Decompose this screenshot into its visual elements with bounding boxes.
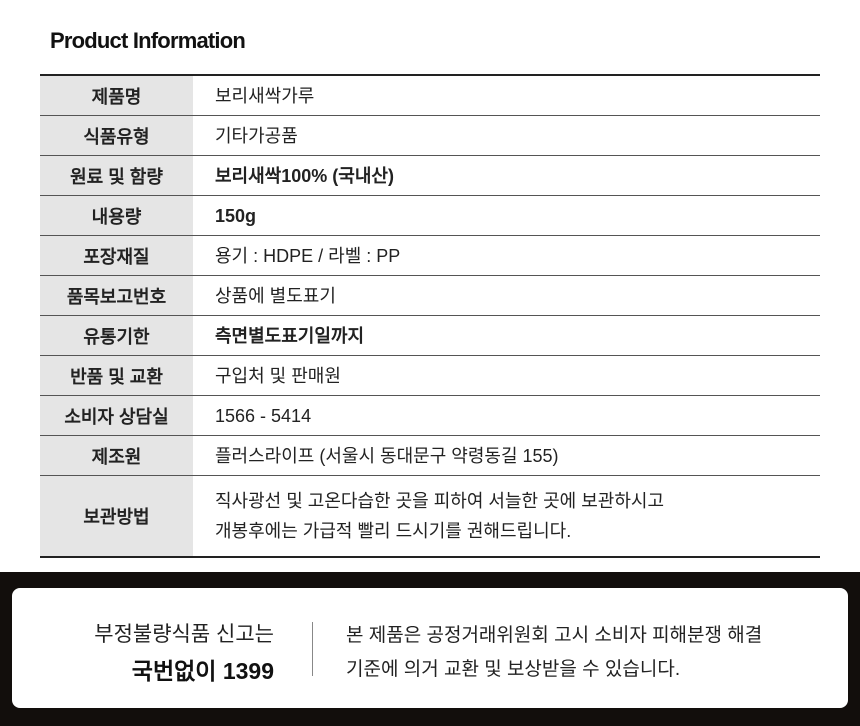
- row-label: 제조원: [40, 435, 193, 476]
- row-value: 용기 : HDPE / 라벨 : PP: [193, 235, 820, 276]
- row-value: 기타가공품: [193, 115, 820, 156]
- row-value-text: 플러스라이프 (서울시 동대문구 약령동길 155): [215, 445, 559, 466]
- row-value-text: 구입처 및 판매원: [215, 365, 341, 386]
- row-value: 보리새싹가루: [193, 75, 820, 116]
- row-value-text: 보리새싹가루: [215, 85, 315, 106]
- table-row: 유통기한 측면별도표기일까지: [40, 315, 820, 356]
- table-row: 제품명 보리새싹가루: [40, 75, 820, 116]
- report-hotline: 국번없이 1399: [131, 658, 274, 684]
- row-value-text-2: 개봉후에는 가급적 빨리 드시기를 권해드립니다.: [215, 521, 572, 541]
- row-label: 소비자 상담실: [40, 395, 193, 436]
- table-row: 원료 및 함량 보리새싹100% (국내산): [40, 155, 820, 196]
- page-title: Product Information: [50, 28, 246, 53]
- row-value: 상품에 별도표기: [193, 275, 820, 316]
- report-line1: 부정불량식품 신고는: [94, 623, 274, 646]
- table-row: 반품 및 교환 구입처 및 판매원: [40, 355, 820, 396]
- row-value: 1566 - 5414: [193, 395, 820, 436]
- row-value-text: 직사광선 및 고온다습한 곳을 피하여 서늘한 곳에 보관하시고: [215, 491, 665, 511]
- row-value-text: 측면별도표기일까지: [215, 325, 365, 346]
- row-label: 제품명: [40, 75, 193, 116]
- row-label: 식품유형: [40, 115, 193, 156]
- row-label: 포장재질: [40, 235, 193, 276]
- row-label: 유통기한: [40, 315, 193, 356]
- footer-banner: 부정불량식품 신고는 국번없이 1399 본 제품은 공정거래위원회 고시 소비…: [0, 572, 860, 726]
- notice-box: 부정불량식품 신고는 국번없이 1399 본 제품은 공정거래위원회 고시 소비…: [12, 588, 848, 708]
- row-value-text: 보리새싹100% (국내산): [215, 165, 394, 186]
- row-value-text: 기타가공품: [215, 125, 298, 146]
- row-label: 원료 및 함량: [40, 155, 193, 196]
- table-row: 내용량 150g: [40, 195, 820, 236]
- row-value-text: 용기 : HDPE / 라벨 : PP: [215, 245, 401, 266]
- table-row: 품목보고번호 상품에 별도표기: [40, 275, 820, 316]
- row-label: 품목보고번호: [40, 275, 193, 316]
- row-value: 구입처 및 판매원: [193, 355, 820, 396]
- row-value-text: 150g: [215, 205, 257, 226]
- row-value: 측면별도표기일까지: [193, 315, 820, 356]
- table-row: 포장재질 용기 : HDPE / 라벨 : PP: [40, 235, 820, 276]
- row-value: 플러스라이프 (서울시 동대문구 약령동길 155): [193, 435, 820, 476]
- notice-line1: 본 제품은 공정거래위원회 고시 소비자 피해분쟁 해결: [346, 625, 763, 646]
- notice-line2: 기준에 의거 교환 및 보상받을 수 있습니다.: [346, 659, 681, 680]
- table-row: 제조원 플러스라이프 (서울시 동대문구 약령동길 155): [40, 435, 820, 476]
- divider: [312, 622, 313, 676]
- row-value: 보리새싹100% (국내산): [193, 155, 820, 196]
- table-row: 보관방법 직사광선 및 고온다습한 곳을 피하여 서늘한 곳에 보관하시고 개봉후에…: [40, 475, 820, 558]
- row-value-text: 1566 - 5414: [215, 405, 312, 426]
- row-label: 반품 및 교환: [40, 355, 193, 396]
- table-row: 소비자 상담실 1566 - 5414: [40, 395, 820, 436]
- row-label: 보관방법: [40, 475, 193, 557]
- row-value: 150g: [193, 195, 820, 236]
- row-value-text: 상품에 별도표기: [215, 285, 336, 306]
- table-row: 식품유형 기타가공품: [40, 115, 820, 156]
- row-label: 내용량: [40, 195, 193, 236]
